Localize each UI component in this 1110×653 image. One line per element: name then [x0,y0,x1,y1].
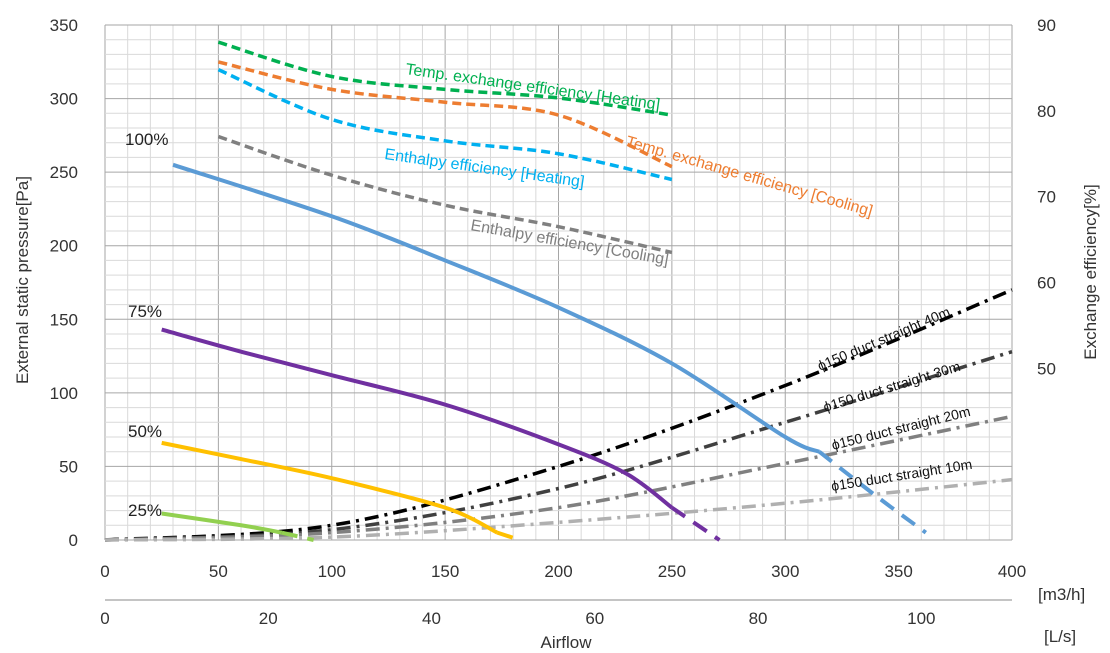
x-axis-unit: [m3/h] [1038,585,1085,604]
x-secondary-unit: [L/s] [1044,627,1076,646]
x-tick-label: 300 [771,562,799,581]
x-secondary-tick-label: 0 [100,609,109,628]
label-enth-cooling: Enthalpy efficiency [Cooling] [469,217,670,269]
right-tick-label: 50 [1037,359,1056,378]
x-tick-label: 100 [318,562,346,581]
label-temp-cooling: Temp. exchange efficiency [Cooling] [624,134,875,221]
right-tick-label: 90 [1037,16,1056,35]
right-tick-label: 60 [1037,274,1056,293]
right-axis: 50 60 70 80 90 Exchange efficiency[%] [1037,16,1100,378]
left-tick-label: 300 [50,90,78,109]
fan-curve-dashed [496,530,521,542]
right-axis-title: Exchange efficiency[%] [1081,184,1100,359]
x-axis: 0 50 100 150 200 250 300 350 400 [m3/h] [100,562,1085,604]
label-duct-10: ϕ150 duct straight 10m [830,456,973,494]
efficiency-labels: Temp. exchange efficiency [Heating] Temp… [383,61,874,269]
fan-curve-dashed [670,505,721,542]
right-tick-label: 70 [1037,188,1056,207]
label-duct-20: ϕ150 duct straight 20m [830,403,972,453]
right-tick-label: 80 [1037,102,1056,121]
left-tick-label: 100 [50,384,78,403]
x-secondary-tick-label: 100 [907,609,935,628]
duct-line [104,288,1013,542]
fan-label-75: 75% [128,302,162,321]
x-tick-label: 150 [431,562,459,581]
left-tick-label: 150 [50,310,78,329]
left-tick-label: 200 [50,237,78,256]
fan-curve-dashed [818,450,928,535]
duct-resistance-lines [104,288,1013,542]
x-tick-label: 350 [884,562,912,581]
label-duct-30: ϕ150 duct straight 30m [821,358,962,415]
left-tick-label: 50 [59,457,78,476]
x-secondary-tick-label: 80 [749,609,768,628]
x-secondary-tick-label: 40 [422,609,441,628]
fan-curve-solid [161,440,499,535]
grid [104,24,1013,541]
x-secondary-tick-label: 60 [585,609,604,628]
fan-curve-labels: 100% 75% 50% 25% [125,130,168,520]
duct-line [104,477,1013,542]
duct-labels: ϕ150 duct straight 40m ϕ150 duct straigh… [815,303,973,494]
left-axis: 0 50 100 150 200 250 300 350 External st… [13,16,78,550]
x-tick-label: 0 [100,562,109,581]
fan-label-100: 100% [125,130,168,149]
x-tick-label: 200 [544,562,572,581]
x-tick-label: 250 [658,562,686,581]
efficiency-curve [217,40,673,117]
fan-curve-solid [161,511,283,535]
fan-curve-solid [172,162,821,454]
fan-curve-dashed [281,530,315,542]
x-secondary-tick-label: 20 [259,609,278,628]
fan-curve-solid [161,327,674,510]
left-axis-title: External static pressure[Pa] [13,176,32,384]
efficiency-curve [217,60,673,169]
fan-label-50: 50% [128,422,162,441]
x-axis-title: Airflow [540,633,592,652]
efficiency-curve [217,68,673,182]
x-tick-label: 400 [998,562,1026,581]
fan-curves [161,162,928,542]
left-tick-label: 250 [50,163,78,182]
efficiency-curves [217,40,673,255]
duct-line [104,414,1013,542]
fan-label-25: 25% [128,501,162,520]
left-tick-label: 0 [69,531,78,550]
x-tick-label: 50 [209,562,228,581]
x-axis-secondary: 0 20 40 60 80 100 [L/s] Airflow [100,599,1076,652]
left-tick-label: 350 [50,16,78,35]
